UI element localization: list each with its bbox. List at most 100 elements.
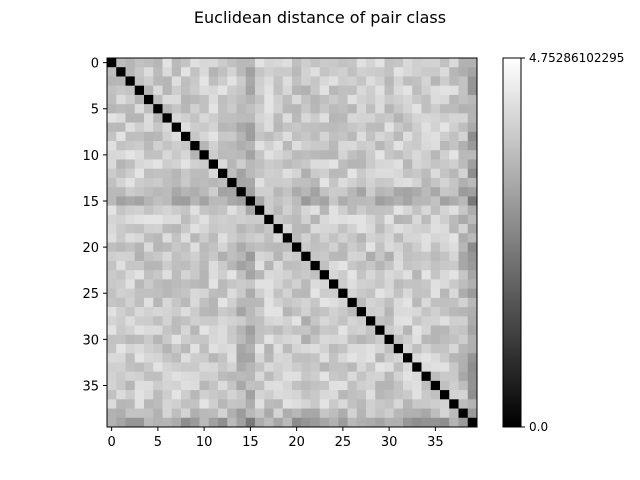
heatmap-cell — [403, 260, 413, 271]
heatmap-cell — [430, 307, 441, 317]
heatmap-cell — [366, 380, 376, 391]
heatmap-cell — [366, 168, 376, 179]
heatmap-cell — [356, 58, 367, 68]
heatmap-cell — [338, 150, 348, 160]
heatmap-cell — [440, 224, 450, 234]
heatmap-cell — [467, 390, 478, 400]
heatmap-cell — [301, 417, 311, 428]
heatmap-cell — [199, 187, 210, 197]
heatmap-cell — [412, 325, 422, 336]
heatmap-cell — [329, 307, 339, 317]
heatmap-cell — [375, 408, 385, 419]
heatmap-cell — [144, 224, 154, 234]
heatmap-cell — [347, 58, 358, 68]
heatmap-cell — [319, 353, 330, 363]
heatmap-cell — [292, 343, 302, 354]
heatmap-cell — [218, 353, 228, 363]
heatmap-cell — [282, 390, 293, 400]
heatmap-cell — [412, 141, 422, 151]
heatmap-cell — [347, 362, 358, 372]
heatmap-cell — [273, 297, 284, 308]
heatmap-cell — [273, 150, 284, 160]
heatmap-cell — [181, 408, 191, 419]
heatmap-cell — [236, 417, 247, 428]
heatmap-cell — [153, 334, 163, 345]
heatmap-cell — [144, 104, 154, 114]
heatmap-cell — [255, 214, 265, 225]
heatmap-cell — [134, 177, 145, 188]
heatmap-cell — [181, 371, 191, 382]
heatmap-cell — [227, 270, 237, 280]
heatmap-cell — [236, 141, 247, 151]
heatmap-cell — [403, 233, 413, 243]
heatmap-cell — [125, 104, 136, 114]
heatmap-cell — [310, 224, 321, 234]
heatmap-cell — [227, 251, 237, 262]
heatmap-cell — [227, 307, 237, 317]
heatmap-cell — [190, 325, 200, 336]
heatmap-cell — [190, 214, 200, 225]
heatmap-cell — [107, 150, 117, 160]
heatmap-cell — [412, 104, 422, 114]
heatmap-cell — [255, 307, 265, 317]
heatmap-cell — [264, 85, 274, 96]
heatmap-cell — [264, 159, 274, 169]
heatmap-cell — [412, 316, 422, 326]
heatmap-cell — [347, 233, 358, 243]
heatmap-cell — [301, 187, 311, 197]
heatmap-cell — [282, 141, 293, 151]
heatmap-cell — [190, 279, 200, 289]
heatmap-cell — [255, 94, 265, 105]
heatmap-cell — [236, 177, 247, 188]
heatmap-cell — [292, 141, 302, 151]
heatmap-cell — [467, 122, 478, 133]
heatmap-cell — [458, 316, 469, 326]
heatmap-cell — [125, 288, 136, 299]
heatmap-cell — [171, 168, 182, 179]
heatmap-cell — [449, 159, 459, 169]
heatmap-cell — [347, 242, 358, 253]
heatmap-cell — [467, 187, 478, 197]
heatmap-cell — [449, 316, 459, 326]
heatmap-cell — [301, 343, 311, 354]
heatmap-cell — [458, 76, 469, 86]
heatmap-cell — [403, 399, 413, 409]
heatmap-cell — [153, 76, 163, 86]
heatmap-cell — [421, 233, 432, 243]
heatmap-cell — [292, 251, 302, 262]
heatmap-cell — [292, 177, 302, 188]
heatmap-cell — [347, 279, 358, 289]
heatmap-cell — [227, 58, 237, 68]
heatmap-cell — [227, 85, 237, 96]
heatmap-cell — [319, 260, 330, 271]
heatmap-cell — [347, 288, 358, 299]
heatmap-cell — [227, 362, 237, 372]
heatmap-cell — [245, 141, 256, 151]
heatmap-cell — [347, 325, 358, 336]
heatmap-cell — [153, 141, 163, 151]
heatmap-cell — [375, 224, 385, 234]
heatmap-cell — [393, 76, 404, 86]
heatmap-cell — [412, 297, 422, 308]
heatmap-cell — [310, 131, 321, 142]
heatmap-cell — [366, 408, 376, 419]
heatmap-cell — [292, 297, 302, 308]
heatmap-cell — [310, 399, 321, 409]
heatmap-cell — [449, 279, 459, 289]
heatmap-cell — [255, 297, 265, 308]
heatmap-cell — [116, 159, 126, 169]
heatmap-cell — [218, 67, 228, 77]
heatmap-cell — [144, 316, 154, 326]
heatmap-cell — [440, 297, 450, 308]
heatmap-cell — [162, 408, 173, 419]
heatmap-cell — [199, 325, 210, 336]
heatmap-cell — [347, 67, 358, 77]
heatmap-cell — [125, 224, 136, 234]
heatmap-cell — [153, 150, 163, 160]
heatmap-cell — [329, 214, 339, 225]
heatmap-cell — [375, 390, 385, 400]
heatmap-cell — [301, 390, 311, 400]
heatmap-cell — [134, 67, 145, 77]
heatmap-cell — [190, 233, 200, 243]
heatmap-cell — [403, 417, 413, 428]
